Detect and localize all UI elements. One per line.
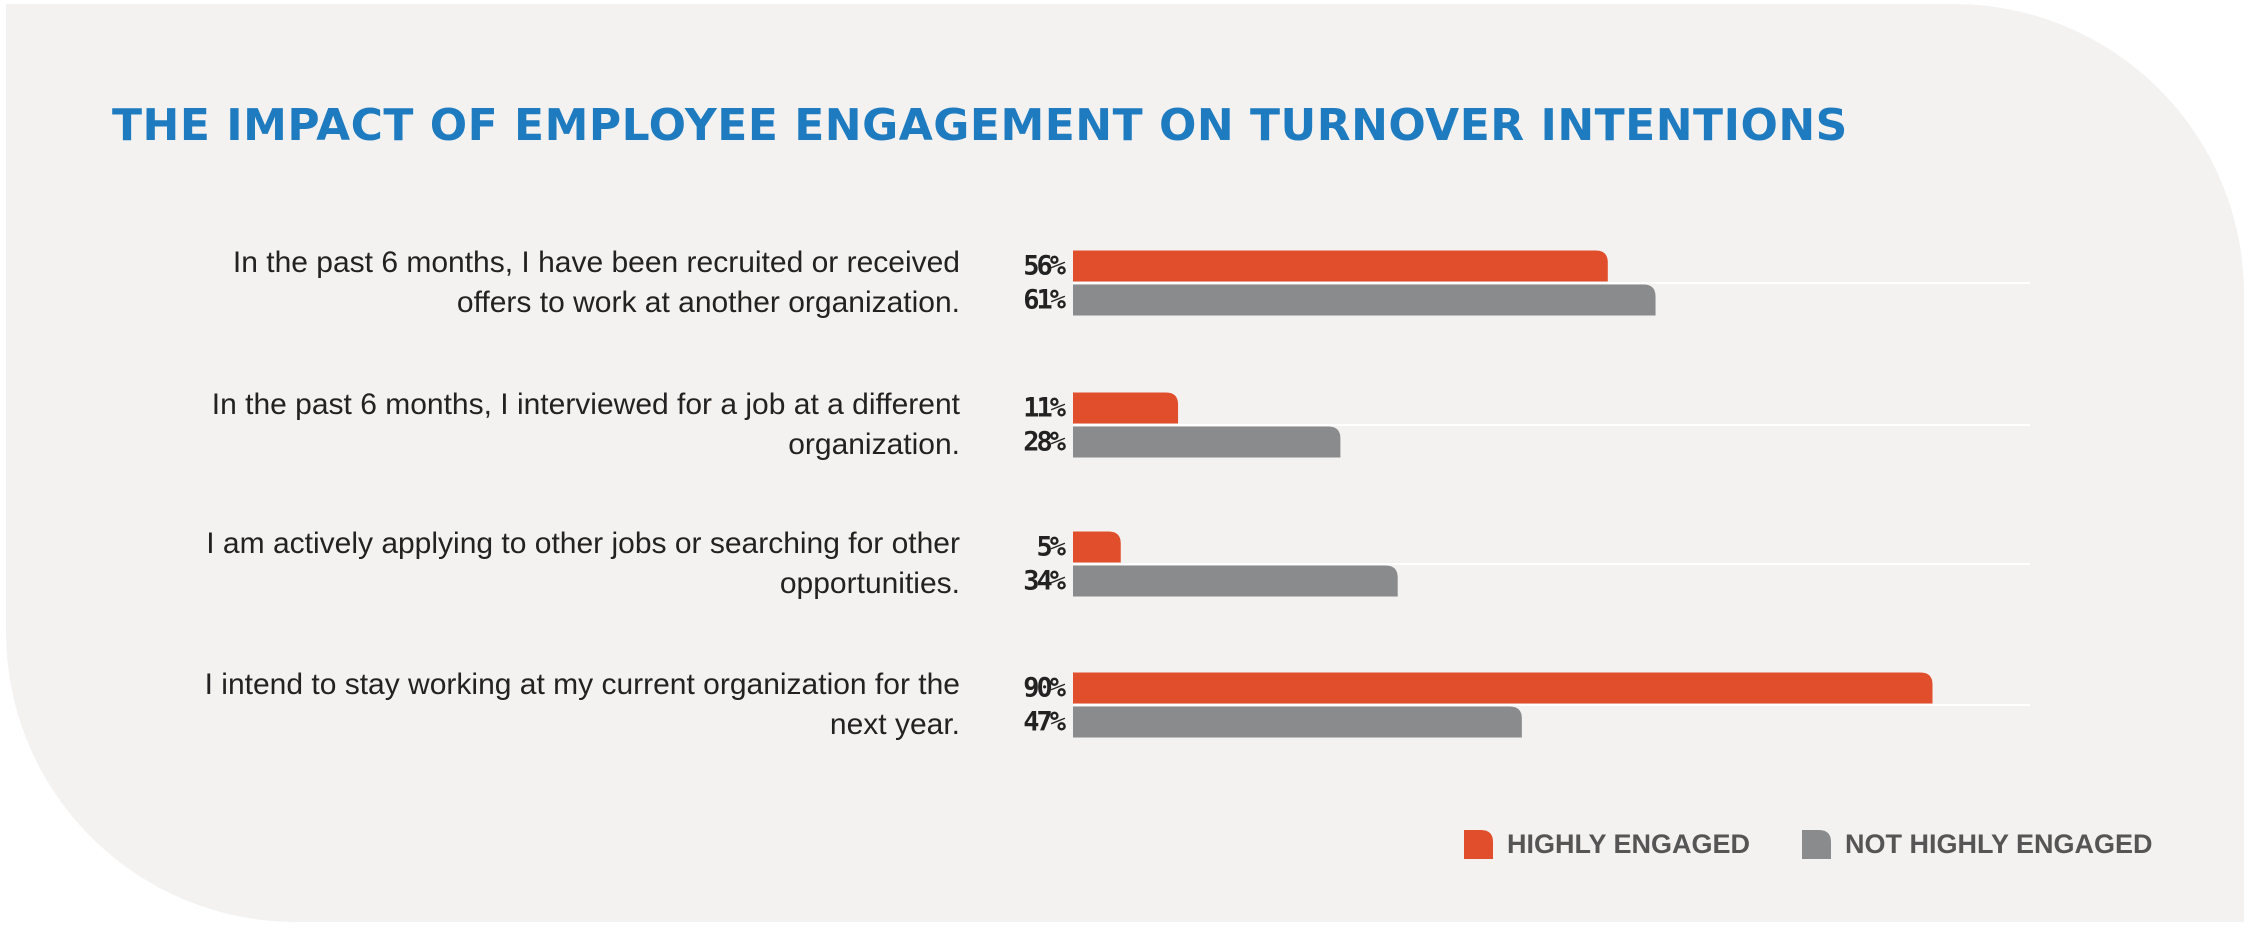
value-label: 47% — [1023, 707, 1067, 738]
chart-title: THE IMPACT OF EMPLOYEE ENGAGEMENT ON TUR… — [112, 100, 1848, 151]
category-label: I intend to stay working at my current o… — [204, 668, 960, 741]
bar — [1073, 392, 1179, 424]
category-label: I am actively applying to other jobs or … — [206, 527, 960, 600]
bar — [1073, 284, 1656, 316]
bar — [1073, 426, 1341, 458]
value-label: 28% — [1023, 427, 1067, 458]
legend-swatch — [1464, 830, 1493, 859]
value-label: 5% — [1036, 532, 1066, 563]
legend-label: NOT HIGHLY ENGAGED — [1845, 829, 2153, 859]
category-label: In the past 6 months, I have been recrui… — [232, 246, 960, 319]
bar — [1073, 706, 1522, 738]
category-label: In the past 6 months, I interviewed for … — [211, 388, 960, 461]
legend-label: HIGHLY ENGAGED — [1507, 829, 1750, 859]
bar — [1073, 531, 1121, 563]
value-label: 56% — [1023, 251, 1067, 282]
value-label: 90% — [1023, 673, 1067, 704]
bar — [1073, 250, 1608, 282]
bar — [1073, 565, 1398, 597]
value-label: 34% — [1023, 566, 1067, 597]
legend-swatch — [1802, 830, 1831, 859]
value-label: 61% — [1023, 285, 1067, 316]
bar — [1073, 672, 1933, 704]
value-label: 11% — [1023, 393, 1067, 424]
panel — [6, 4, 2244, 922]
